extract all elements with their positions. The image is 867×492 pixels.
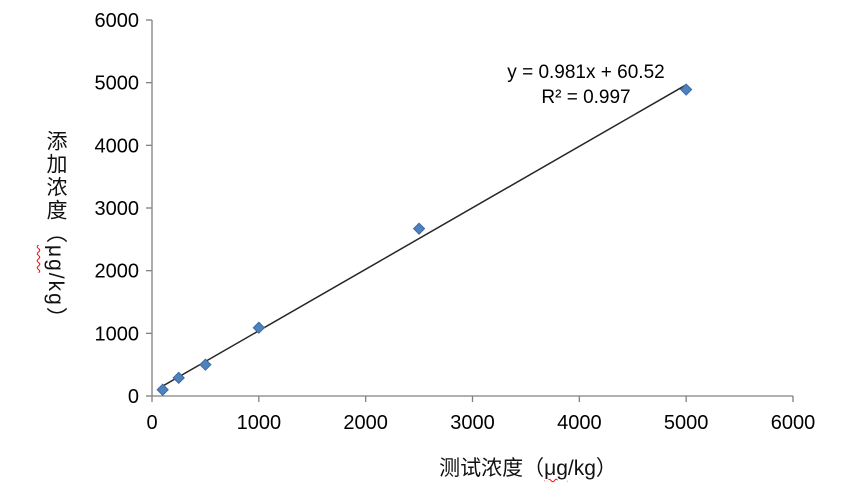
y-tick-label: 1000 xyxy=(95,323,140,345)
data-point-marker xyxy=(252,321,266,334)
x-tick-label: 1000 xyxy=(237,412,282,434)
x-tick-label: 4000 xyxy=(557,412,602,434)
x-tick-label: 0 xyxy=(146,412,157,434)
r-squared-text: R² = 0.997 xyxy=(541,87,631,108)
y-axis-title-paren-open: （ xyxy=(44,222,67,245)
trendline-equation-annotation: y = 0.981x + 60.52 R² = 0.997 xyxy=(507,60,664,110)
y-axis-tick-labels: 0 1000 2000 3000 4000 5000 6000 xyxy=(95,10,140,408)
x-axis-ticks xyxy=(151,396,794,402)
data-point-marker xyxy=(156,383,169,396)
x-axis-title-paren-open: （ xyxy=(523,457,545,480)
y-tick-label: 6000 xyxy=(95,10,140,32)
x-tick-label: 6000 xyxy=(771,412,816,434)
y-axis-title-cjk: 添加浓度 xyxy=(44,130,67,222)
data-points xyxy=(156,83,693,396)
y-axis-title-unit-rest: /kg xyxy=(44,272,67,307)
x-axis-tick-labels: 0 1000 2000 3000 4000 5000 6000 xyxy=(146,412,815,434)
x-tick-label: 2000 xyxy=(343,412,388,434)
y-tick-label: 4000 xyxy=(95,135,140,157)
data-point-marker xyxy=(679,83,693,96)
y-tick-label: 0 xyxy=(128,386,139,408)
y-tick-label: 3000 xyxy=(95,198,140,220)
y-axis-ticks xyxy=(146,19,152,397)
data-point-marker xyxy=(199,358,212,371)
data-point-marker xyxy=(412,222,426,235)
x-tick-label: 5000 xyxy=(664,412,709,434)
x-axis-title-cjk: 测试浓度 xyxy=(439,457,524,480)
x-axis-title-paren-close: ） xyxy=(595,457,617,480)
y-axis-title-unit-misspelled: μg xyxy=(44,245,67,273)
equation-text: y = 0.981x + 60.52 xyxy=(507,62,665,83)
x-axis-title-unit-rest: /kg xyxy=(567,457,596,480)
trendline xyxy=(162,84,687,387)
y-axis-title: 添加浓度（μg/kg） xyxy=(40,130,70,330)
trendline-segment xyxy=(162,84,687,387)
data-point-marker xyxy=(172,371,185,385)
y-tick-label: 2000 xyxy=(95,261,140,283)
y-tick-label: 5000 xyxy=(95,73,140,95)
y-axis-title-paren-close: ） xyxy=(44,306,67,330)
x-axis-title: 测试浓度（μg/kg） xyxy=(439,452,617,482)
x-axis-title-unit-misspelled: μg xyxy=(544,457,568,480)
x-tick-label: 3000 xyxy=(450,412,495,434)
